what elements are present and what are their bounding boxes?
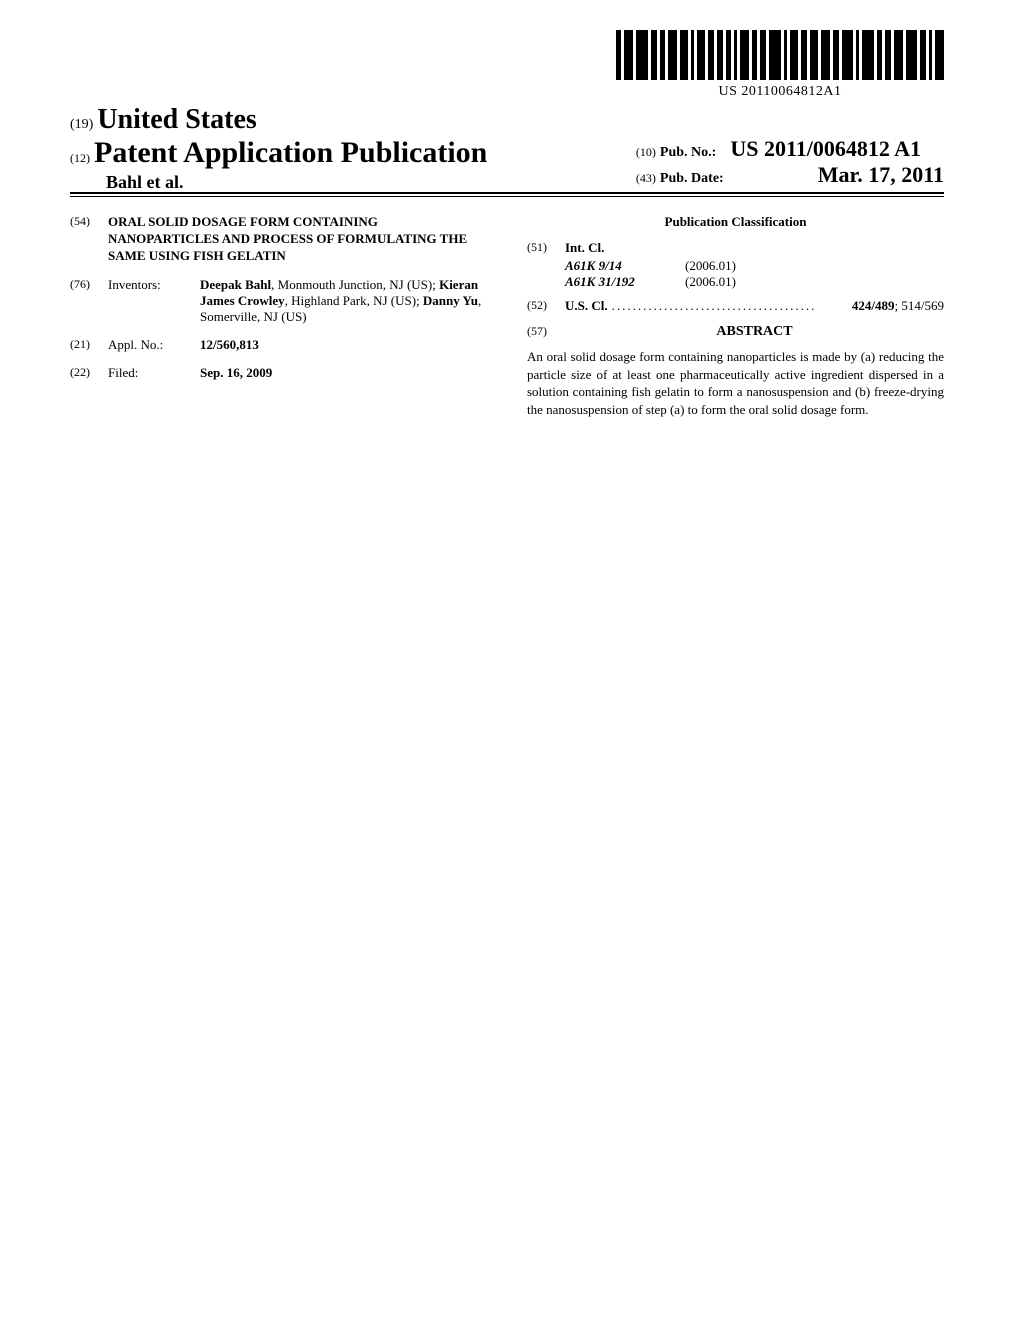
uscl-row: (52) U.S. Cl. ..........................… (527, 298, 944, 314)
abstract-header: ABSTRACT (565, 324, 944, 340)
pub-date-line: (43) Pub. Date: Mar. 17, 2011 (636, 162, 944, 188)
filed-row: (22) Filed: Sep. 16, 2009 (70, 365, 487, 381)
patent-title: ORAL SOLID DOSAGE FORM CONTAINING NANOPA… (108, 214, 487, 265)
pub-type-num: (12) (70, 151, 90, 165)
uscl-bold: 424/489 (852, 298, 895, 313)
intcl-row: (51) Int. Cl. (527, 240, 944, 256)
pub-no-line: (10) Pub. No.: US 2011/0064812 A1 (636, 136, 944, 162)
classification-header: Publication Classification (527, 214, 944, 230)
intcl-item-0: A61K 9/14 (2006.01) (527, 258, 944, 274)
abstract-text: An oral solid dosage form containing nan… (527, 348, 944, 418)
intcl-code-0: A61K 9/14 (565, 258, 685, 274)
abstract-header-row: (57) ABSTRACT (527, 324, 944, 340)
uscl-dots: ....................................... (608, 298, 852, 314)
pub-date: Mar. 17, 2011 (818, 162, 944, 187)
intcl-label: Int. Cl. (565, 240, 604, 256)
inventors-num: (76) (70, 277, 108, 325)
intcl-item-1: A61K 31/192 (2006.01) (527, 274, 944, 290)
uscl-num: (52) (527, 298, 565, 314)
author-line: Bahl et al. (70, 172, 487, 193)
pub-type-line: (12) Patent Application Publication (70, 136, 487, 170)
uscl-label: U.S. Cl. (565, 298, 608, 314)
inventors-value: Deepak Bahl, Monmouth Junction, NJ (US);… (200, 277, 487, 325)
intcl-year-1: (2006.01) (685, 274, 944, 290)
country-line: (19) United States (70, 104, 487, 136)
intcl-year-0: (2006.01) (685, 258, 944, 274)
filed-value: Sep. 16, 2009 (200, 365, 487, 381)
content: (54) ORAL SOLID DOSAGE FORM CONTAINING N… (70, 214, 944, 418)
pub-date-label: Pub. Date: (660, 171, 724, 186)
applno-row: (21) Appl. No.: 12/560,813 (70, 337, 487, 353)
header: (19) United States (12) Patent Applicati… (70, 104, 944, 193)
right-column: Publication Classification (51) Int. Cl.… (527, 214, 944, 418)
pub-no: US 2011/0064812 A1 (730, 136, 921, 161)
intcl-num: (51) (527, 240, 565, 256)
applno-value: 12/560,813 (200, 337, 487, 353)
pub-type: Patent Application Publication (94, 136, 487, 169)
left-column: (54) ORAL SOLID DOSAGE FORM CONTAINING N… (70, 214, 487, 418)
barcode-section: US 20110064812A1 (616, 30, 944, 100)
filed-num: (22) (70, 365, 108, 381)
intcl-code-1: A61K 31/192 (565, 274, 685, 290)
pub-no-label: Pub. No.: (660, 145, 716, 160)
title-row: (54) ORAL SOLID DOSAGE FORM CONTAINING N… (70, 214, 487, 265)
pub-date-num: (43) (636, 171, 656, 185)
inventor-loc-1: , Highland Park, NJ (US); (285, 293, 423, 308)
inventor-name-0: Deepak Bahl (200, 277, 271, 292)
abstract-num: (57) (527, 324, 565, 339)
divider-thin (70, 196, 944, 197)
country-num: (19) (70, 117, 93, 132)
divider-thick (70, 192, 944, 194)
filed-label: Filed: (108, 365, 200, 381)
barcode-graphic (616, 30, 944, 80)
applno-label: Appl. No.: (108, 337, 200, 353)
inventor-name-2: Danny Yu (423, 293, 478, 308)
uscl-value: 424/489; 514/569 (852, 298, 944, 314)
uscl-rest: ; 514/569 (895, 298, 944, 313)
applno-num: (21) (70, 337, 108, 353)
country-name: United States (97, 104, 256, 135)
title-num: (54) (70, 214, 108, 265)
inventors-row: (76) Inventors: Deepak Bahl, Monmouth Ju… (70, 277, 487, 325)
pub-no-num: (10) (636, 145, 656, 159)
inventor-loc-0: , Monmouth Junction, NJ (US); (271, 277, 439, 292)
barcode-text: US 20110064812A1 (616, 84, 944, 100)
inventors-label: Inventors: (108, 277, 200, 325)
